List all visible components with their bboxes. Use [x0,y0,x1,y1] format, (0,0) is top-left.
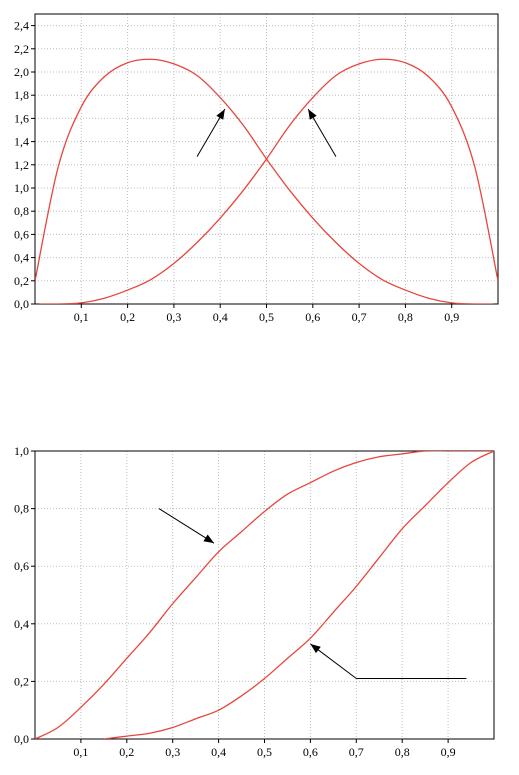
x-tick-label: 0,9 [444,310,459,324]
series-line-1 [35,58,494,304]
x-tick-label: 0,8 [398,310,413,324]
x-tick-label: 0,2 [119,745,134,759]
x-tick-label: 0,1 [73,745,88,759]
y-tick-label: 0,0 [14,297,29,311]
x-tick-label: 0,6 [305,310,320,324]
y-tick-label: 2,0 [14,65,29,79]
y-tick-label: 0,6 [14,227,29,241]
y-tick-label: 0,8 [14,204,29,218]
y-tick-label: 2,4 [14,19,29,33]
x-tick-label: 0,7 [349,745,364,759]
x-tick-label: 0,7 [352,310,367,324]
annotation-arrowhead [203,534,215,544]
x-tick-label: 0,8 [395,745,410,759]
series-line-2 [39,58,498,304]
y-tick-label: 1,0 [14,444,29,458]
upper-line-chart: 0,1 0,2 0,3 0,4 0,5 0,6 0,7 0,8 0,9 0,0 0,2 0,4 0,6 0… [14,13,499,324]
y-tick-label: 1,2 [14,158,29,172]
annotation-arrowhead [216,109,225,120]
y-tick-label: 1,0 [14,181,29,195]
x-tick-label: 0,1 [74,310,89,324]
x-tick-label: 0,5 [259,310,274,324]
x-tick-label: 0,5 [257,745,272,759]
y-tick-label: 1,4 [14,135,29,149]
y-tick-label: 0,4 [14,617,29,631]
annotation-arrowhead [310,643,321,654]
y-tick-label: 0,0 [14,732,29,746]
y-tick-label: 0,6 [14,559,29,573]
x-tick-label: 0,4 [211,745,226,759]
y-tick-label: 2,2 [14,42,29,56]
lower-line-chart: 0,1 0,2 0,3 0,4 0,5 0,6 0,7 0,8 0,9 0,0 0,2 0,4 0,6 0… [14,444,495,759]
annotation-arrowhead [308,109,317,120]
y-tick-label: 0,2 [14,274,29,288]
y-tick-label: 0,4 [14,251,29,265]
annotation-arrow-line [158,508,215,544]
x-tick-label: 0,9 [441,745,456,759]
x-tick-label: 0,3 [166,310,181,324]
x-tick-label: 0,2 [120,310,135,324]
series-line-2 [103,451,494,739]
y-tick-label: 0,2 [14,674,29,688]
y-tick-label: 0,8 [14,502,29,516]
x-tick-label: 0,6 [303,745,318,759]
x-tick-label: 0,4 [213,310,228,324]
series-line-1 [35,451,494,739]
y-tick-label: 1,6 [14,111,29,125]
y-tick-label: 1,8 [14,88,29,102]
x-tick-label: 0,3 [165,745,180,759]
